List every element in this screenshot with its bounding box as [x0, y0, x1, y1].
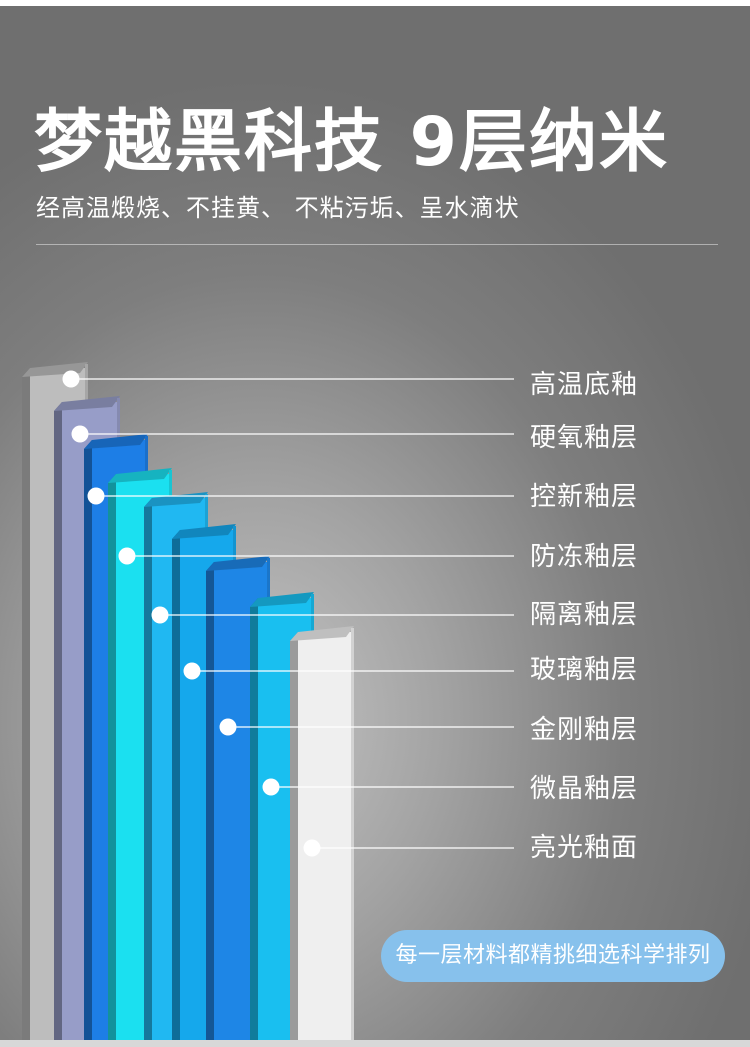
- page-title: 梦越黑科技 9层纳米: [34, 103, 669, 182]
- layer-dot: [87, 487, 105, 505]
- layer-slab: [290, 626, 354, 1042]
- layer-pointer: [262, 778, 514, 796]
- layer-dot: [303, 839, 321, 857]
- layer-label: 玻璃釉层: [530, 655, 639, 685]
- note-pill: 每一层材料都精挑细选科学排列: [381, 930, 725, 982]
- layer-label: 控新釉层: [530, 482, 639, 512]
- layer-pointer: [219, 718, 514, 736]
- layer-pointer: [87, 487, 514, 505]
- page-subtitle: 经高温煅烧、不挂黄、 不粘污垢、呈水滴状: [36, 194, 520, 222]
- layer-pointer: [151, 606, 514, 624]
- header-divider: [36, 244, 718, 245]
- top-band: [0, 0, 750, 6]
- layer-label: 隔离釉层: [530, 600, 639, 630]
- layer-label: 硬氧釉层: [530, 423, 639, 453]
- layer-pointer: [71, 425, 514, 443]
- bottom-band: [0, 1040, 750, 1047]
- layer-pointer: [303, 839, 514, 857]
- layer-pointer: [118, 547, 514, 565]
- layer-label: 防冻釉层: [530, 542, 639, 572]
- layer-dot: [118, 547, 136, 565]
- layer-dot: [219, 718, 237, 736]
- layer-dot: [62, 370, 80, 388]
- layer-dot: [262, 778, 280, 796]
- layer-label: 金刚釉层: [530, 715, 639, 745]
- layer-dot: [183, 662, 201, 680]
- layer-dot: [151, 606, 169, 624]
- layer-pointer: [183, 662, 514, 680]
- layer-label: 亮光釉面: [530, 833, 639, 863]
- layer-pointer: [62, 370, 514, 388]
- layer-label: 微晶釉层: [530, 774, 639, 804]
- layer-dot: [71, 425, 89, 443]
- layer-label: 高温底釉: [530, 370, 639, 400]
